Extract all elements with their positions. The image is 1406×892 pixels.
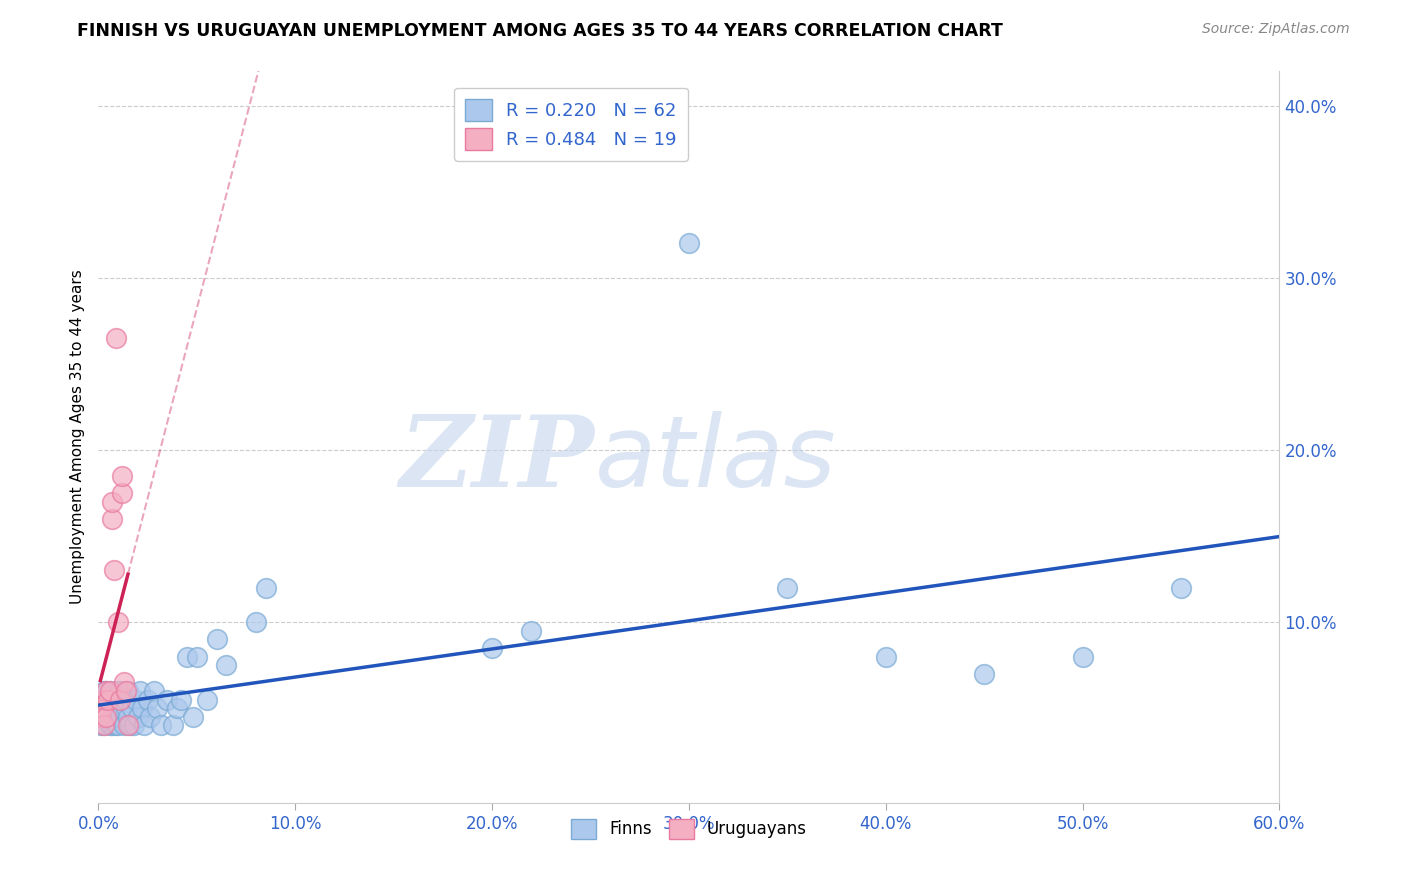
Point [205, 632, 228, 647]
Point [98, 701, 121, 715]
Point [678, 236, 700, 251]
Point [93, 692, 115, 706]
Point [103, 701, 125, 715]
Point [93, 684, 115, 698]
Point [520, 624, 543, 638]
Point [117, 684, 139, 698]
Point [101, 692, 124, 706]
Point [101, 512, 124, 526]
Point [112, 718, 135, 732]
Point [89, 710, 111, 724]
Point [107, 718, 129, 732]
Point [162, 718, 184, 732]
Point [97, 710, 120, 724]
Point [97, 701, 120, 715]
Point [166, 701, 188, 715]
Point [170, 692, 193, 706]
Point [105, 718, 128, 732]
Point [107, 684, 129, 698]
Point [101, 494, 124, 508]
Point [91, 701, 114, 715]
Point [105, 692, 128, 706]
Point [98, 684, 121, 698]
Point [181, 710, 204, 724]
Point [117, 718, 139, 732]
Point [127, 710, 149, 724]
Point [176, 649, 198, 664]
Text: FINNISH VS URUGUAYAN UNEMPLOYMENT AMONG AGES 35 TO 44 YEARS CORRELATION CHART: FINNISH VS URUGUAYAN UNEMPLOYMENT AMONG … [77, 22, 1004, 40]
Point [115, 684, 138, 698]
Point [89, 718, 111, 732]
Point [96, 684, 118, 698]
Point [138, 710, 160, 724]
Point [111, 486, 134, 500]
Point [254, 581, 277, 595]
Point [1071, 649, 1094, 664]
Point [115, 701, 138, 715]
Point [156, 692, 179, 706]
Y-axis label: Unemployment Among Ages 35 to 44 years: Unemployment Among Ages 35 to 44 years [69, 269, 84, 605]
Point [215, 658, 238, 673]
Point [125, 692, 148, 706]
Point [136, 692, 159, 706]
Point [186, 649, 208, 664]
Point [91, 701, 114, 715]
Point [117, 710, 139, 724]
Text: atlas: atlas [595, 410, 837, 508]
Point [111, 692, 134, 706]
Point [776, 581, 799, 595]
Point [875, 649, 897, 664]
Point [146, 701, 169, 715]
Point [481, 640, 503, 655]
Point [195, 692, 218, 706]
Point [122, 718, 145, 732]
Point [121, 701, 143, 715]
Text: ZIP: ZIP [399, 411, 595, 508]
Point [101, 718, 124, 732]
Point [103, 564, 125, 578]
Point [93, 718, 115, 732]
Point [96, 710, 118, 724]
Point [103, 710, 125, 724]
Point [132, 718, 155, 732]
Point [108, 692, 131, 706]
Point [1170, 581, 1192, 595]
Point [96, 684, 118, 698]
Point [142, 684, 165, 698]
Point [107, 701, 129, 715]
Point [107, 615, 129, 629]
Point [96, 701, 118, 715]
Point [98, 684, 121, 698]
Point [105, 331, 128, 345]
Point [115, 692, 138, 706]
Point [97, 692, 120, 706]
Point [111, 701, 134, 715]
Point [111, 468, 134, 483]
Point [150, 718, 173, 732]
Point [118, 718, 141, 732]
Point [131, 701, 153, 715]
Point [108, 710, 131, 724]
Point [112, 675, 135, 690]
Point [93, 718, 115, 732]
Point [245, 615, 267, 629]
Text: Source: ZipAtlas.com: Source: ZipAtlas.com [1202, 22, 1350, 37]
Point [973, 666, 995, 681]
Point [98, 718, 121, 732]
Point [128, 684, 150, 698]
Legend: Finns, Uruguayans: Finns, Uruguayans [564, 812, 814, 846]
Point [108, 684, 131, 698]
